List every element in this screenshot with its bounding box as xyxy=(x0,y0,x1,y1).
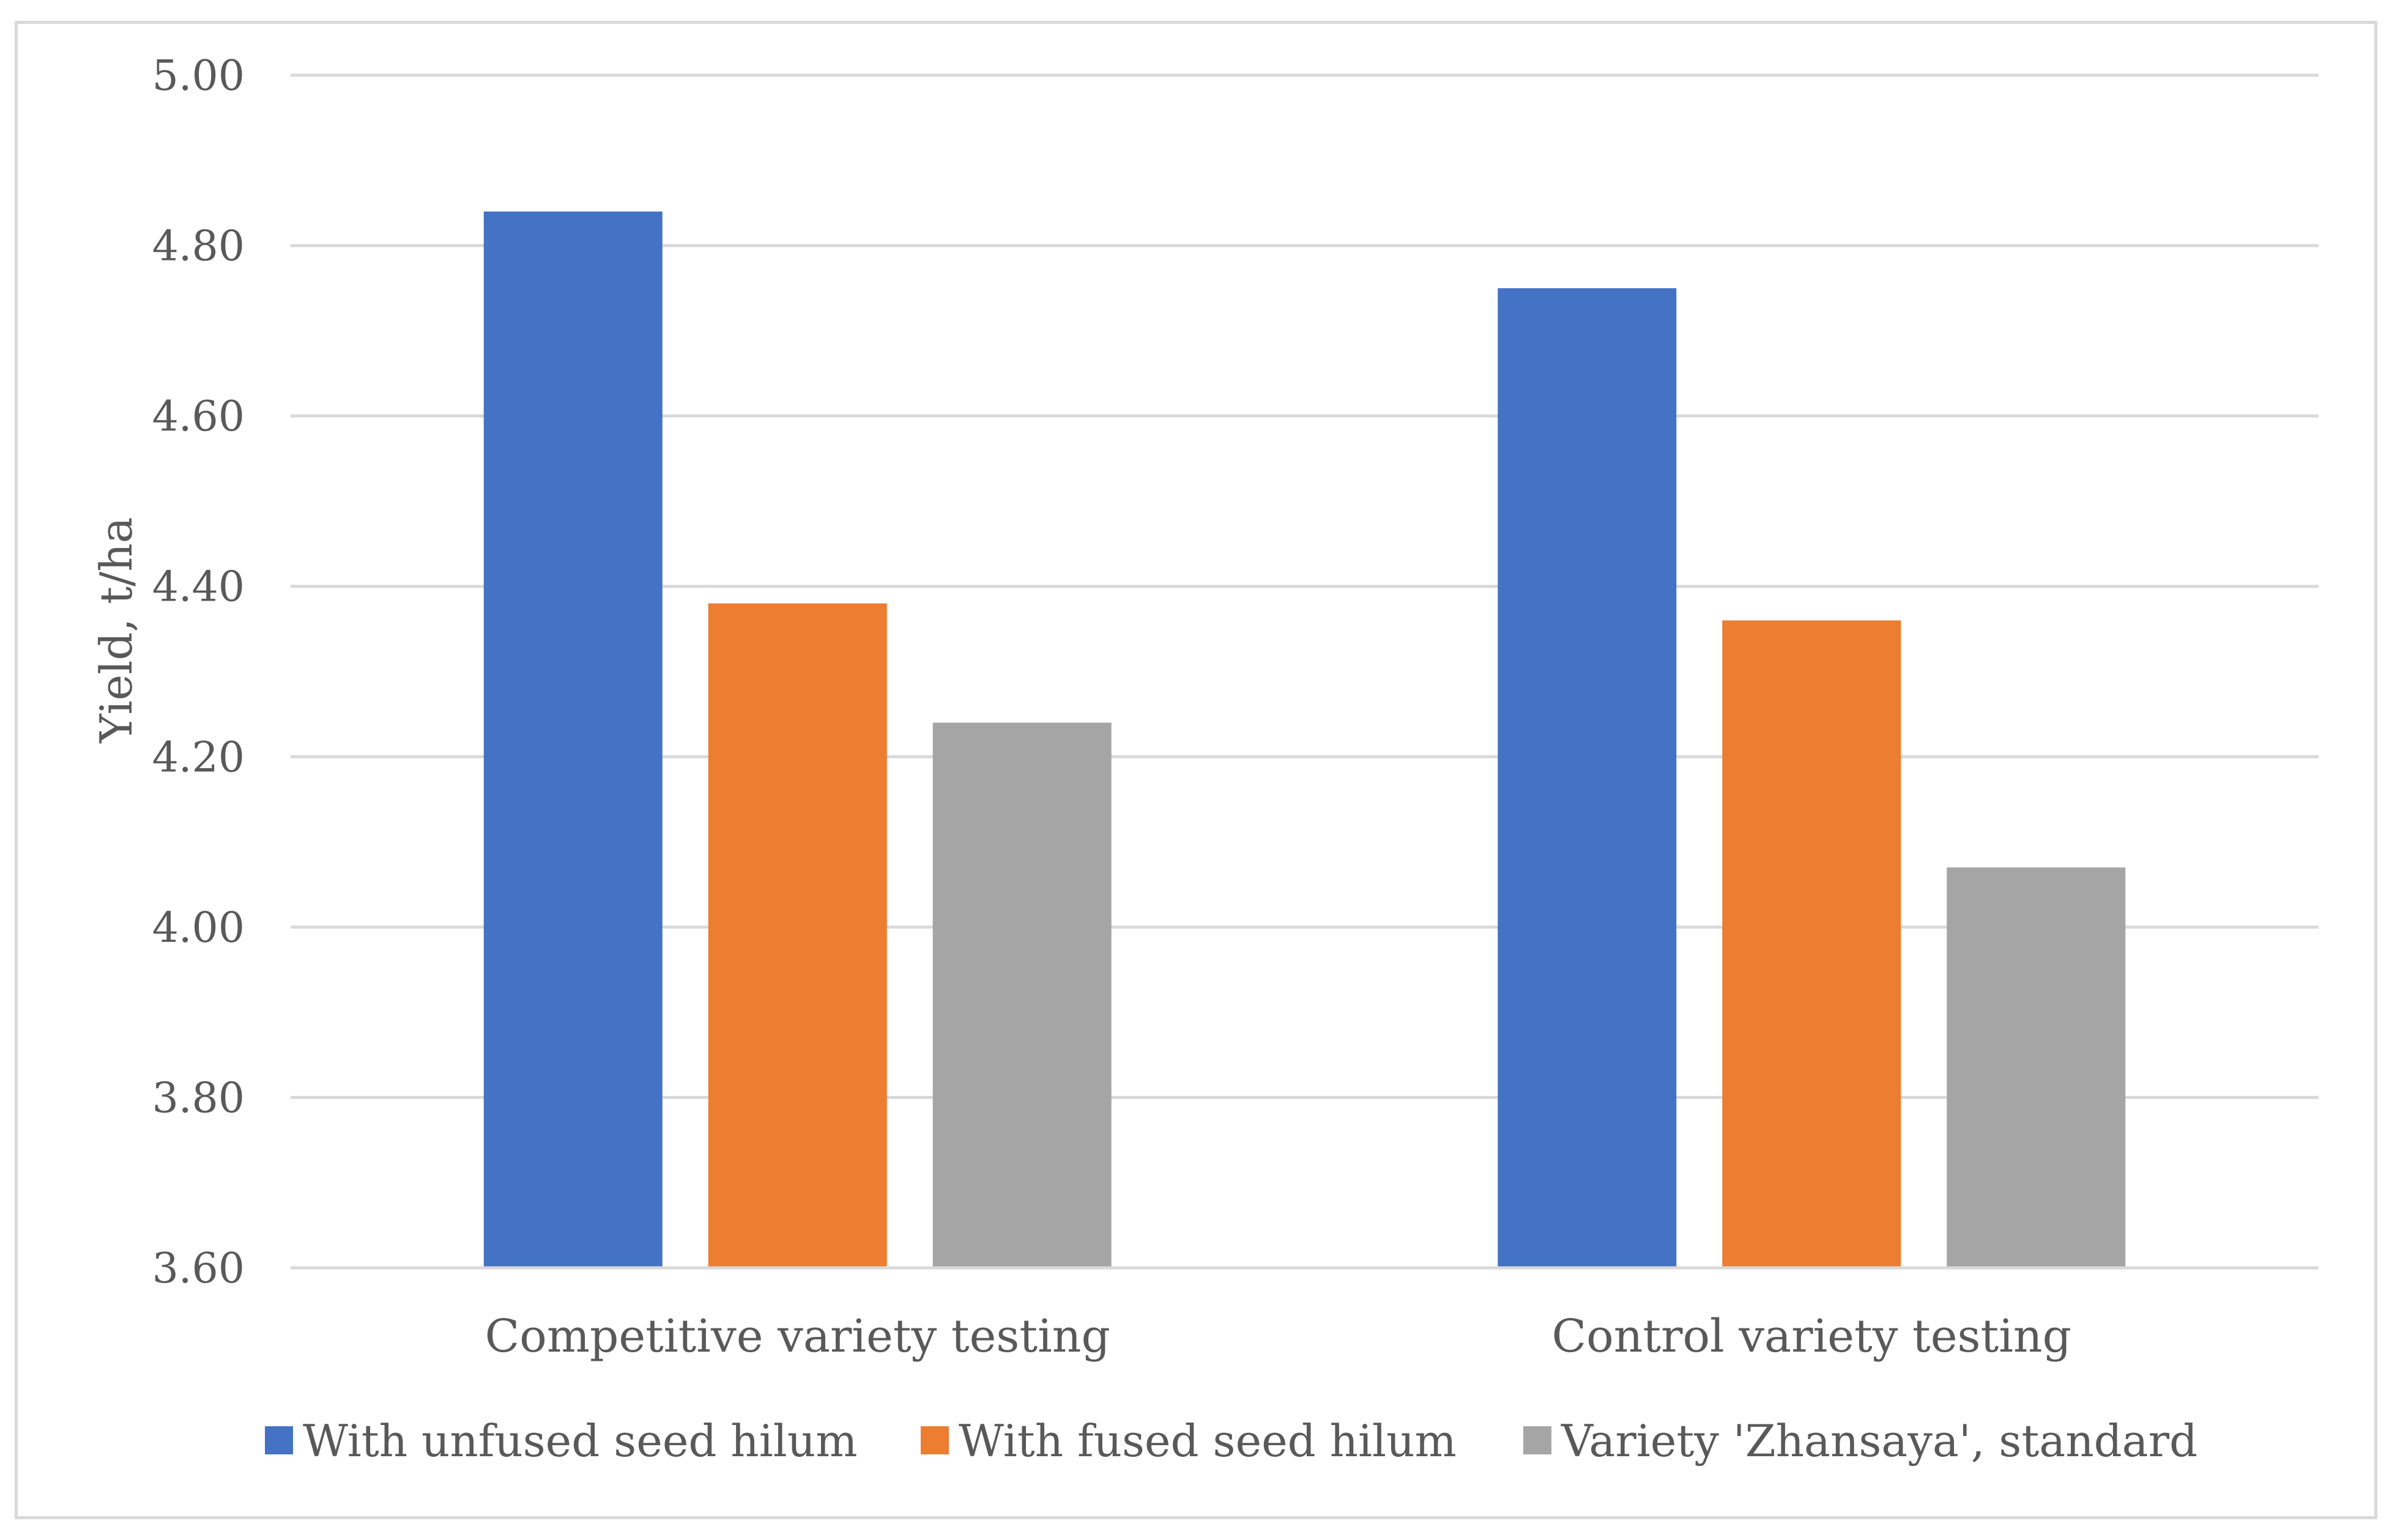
y-tick-label: 4.40 xyxy=(152,563,245,612)
x-category-label: Control variety testing xyxy=(1552,1310,2071,1363)
y-tick-label: 3.80 xyxy=(152,1074,245,1122)
bar-variety-zhansaya-standard-1 xyxy=(932,722,1112,1268)
legend-item: With fused seed hilum xyxy=(921,1415,1457,1467)
legend-swatch xyxy=(265,1426,293,1454)
bars xyxy=(291,211,2319,1270)
bar-with-fused-seed-hilum-2 xyxy=(1722,620,1901,1268)
y-tick-label: 3.60 xyxy=(152,1245,245,1293)
y-tick-label: 4.20 xyxy=(152,733,245,782)
chart-frame xyxy=(15,21,2377,1519)
legend-item: Variety 'Zhansaya', standard xyxy=(1523,1415,2197,1467)
x-category-label: Competitive variety testing xyxy=(485,1310,1110,1363)
legend-label: Variety 'Zhansaya', standard xyxy=(1561,1415,2197,1467)
bar-variety-zhansaya-standard-2 xyxy=(1947,867,2126,1268)
bar-with-fused-seed-hilum-1 xyxy=(708,603,887,1268)
legend-label: With unfused seed hilum xyxy=(303,1415,857,1467)
legend-swatch xyxy=(1523,1426,1551,1454)
legend-swatch xyxy=(921,1426,949,1454)
y-axis-ticks: 3.60 3.80 4.00 4.20 4.40 4.60 4.80 5.00 xyxy=(152,52,245,1293)
y-tick-label: 5.00 xyxy=(152,52,245,100)
y-tick-label: 4.00 xyxy=(152,904,245,952)
y-tick-label: 4.80 xyxy=(152,223,245,271)
x-axis-categories: Competitive variety testing Control varie… xyxy=(485,1310,2071,1363)
bar-with-unfused-seed-hilum-1 xyxy=(483,211,663,1268)
y-axis-title: Yield, t/ha xyxy=(91,517,142,743)
legend: With unfused seed hilum With fused seed h… xyxy=(265,1415,2197,1467)
y-tick-label: 4.60 xyxy=(152,393,245,441)
bar-with-unfused-seed-hilum-2 xyxy=(1498,288,1677,1268)
legend-item: With unfused seed hilum xyxy=(265,1415,857,1467)
legend-label: With fused seed hilum xyxy=(959,1415,1457,1467)
